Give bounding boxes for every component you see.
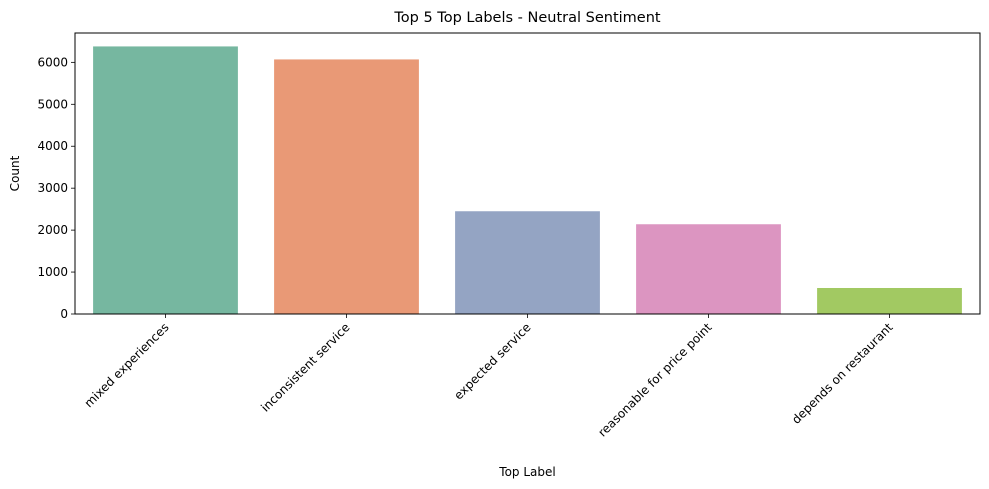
x-tick-label: expected service xyxy=(451,320,533,402)
bar-reasonable-for-price-point xyxy=(636,224,781,314)
plot-frame xyxy=(74,32,981,315)
x-tick-label: inconsistent service xyxy=(258,320,352,414)
bar-mixed-experiences xyxy=(93,46,238,314)
y-tick-label: 3000 xyxy=(37,181,68,195)
bars-group xyxy=(93,46,962,314)
x-tick-label: reasonable for price point xyxy=(595,320,715,440)
bar-expected-service xyxy=(455,211,600,314)
y-tick-label: 0 xyxy=(60,307,68,321)
bar-inconsistent-service xyxy=(274,59,419,314)
y-tick-label: 1000 xyxy=(37,265,68,279)
y-tick-label: 5000 xyxy=(37,97,68,111)
y-axis-ticks: 0 1000 2000 3000 4000 5000 6000 xyxy=(37,55,75,321)
y-tick-label: 4000 xyxy=(37,139,68,153)
chart-title: Top 5 Top Labels - Neutral Sentiment xyxy=(393,10,661,26)
x-tick-label: mixed experiences xyxy=(82,320,172,410)
x-tick-label: depends on restaurant xyxy=(789,320,896,427)
y-tick-label: 6000 xyxy=(37,55,68,69)
y-tick-label: 2000 xyxy=(37,223,68,237)
x-axis-ticks: mixed experiences inconsistent service exp… xyxy=(82,314,896,440)
x-axis-label: Top Label xyxy=(498,465,555,479)
y-axis-label: Count xyxy=(8,155,22,191)
bar-depends-on-restaurant xyxy=(817,287,962,314)
